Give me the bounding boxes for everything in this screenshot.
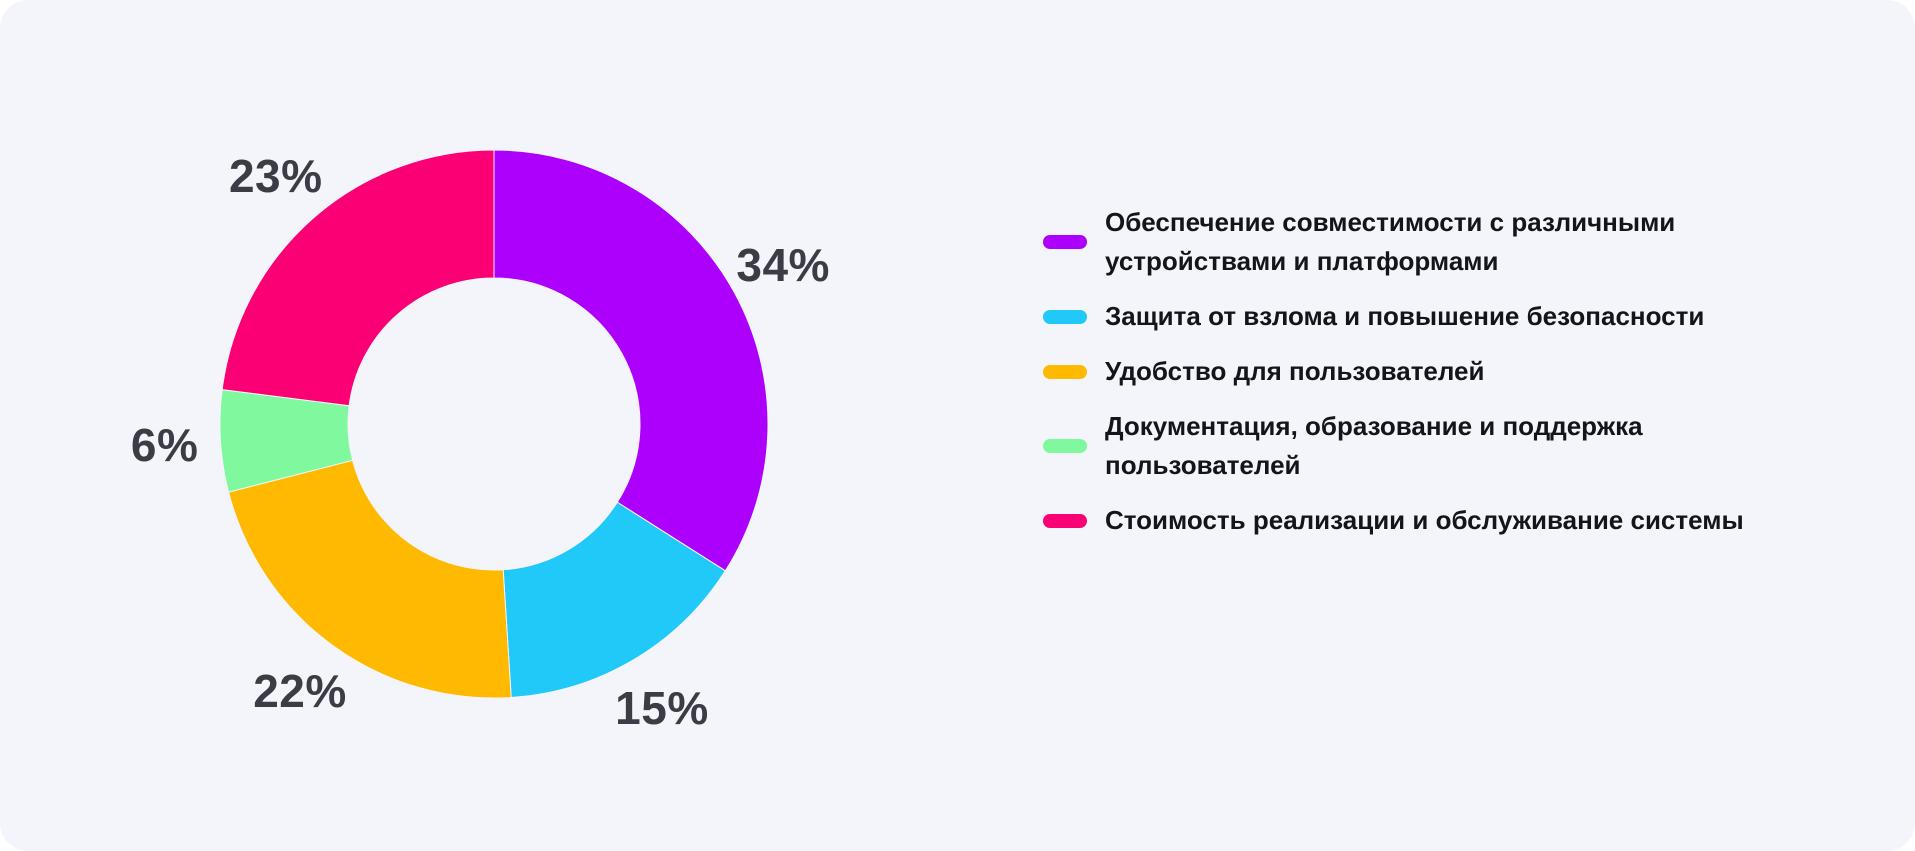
legend-label: Документация, образование и поддержка по… [1105,411,1643,480]
legend-color-swatch [1043,364,1087,379]
legend-color-swatch [1043,235,1087,249]
donut-segment [227,459,512,699]
legend-item: Документация, образование и поддержка по… [1043,407,1823,485]
percent-label: 34% [736,239,830,292]
legend-item: Обеспечение совместимости с различными у… [1043,203,1823,281]
donut-segment [493,149,769,572]
legend-color-swatch [1043,439,1087,453]
percent-label: 23% [228,150,323,203]
legend-label: Обеспечение совместимости с различными у… [1105,207,1676,276]
legend-label: Стоимость реализации и обслуживание сист… [1105,505,1744,535]
percent-label: 22% [253,664,347,717]
legend-color-swatch [1043,513,1087,528]
legend: Обеспечение совместимости с различными у… [1043,203,1823,540]
legend-item: Стоимость реализации и обслуживание сист… [1043,501,1823,540]
legend-color-swatch [1043,309,1087,324]
legend-item: Защита от взлома и повышение безопасност… [1043,297,1823,336]
legend-label: Защита от взлома и повышение безопасност… [1105,301,1705,331]
legend-item: Удобство для пользователей [1043,352,1823,391]
donut-segment [502,501,727,698]
legend-label: Удобство для пользователей [1105,356,1485,386]
percent-label: 15% [615,682,709,735]
percent-label: 6% [130,418,199,471]
donut-segment [221,149,495,407]
